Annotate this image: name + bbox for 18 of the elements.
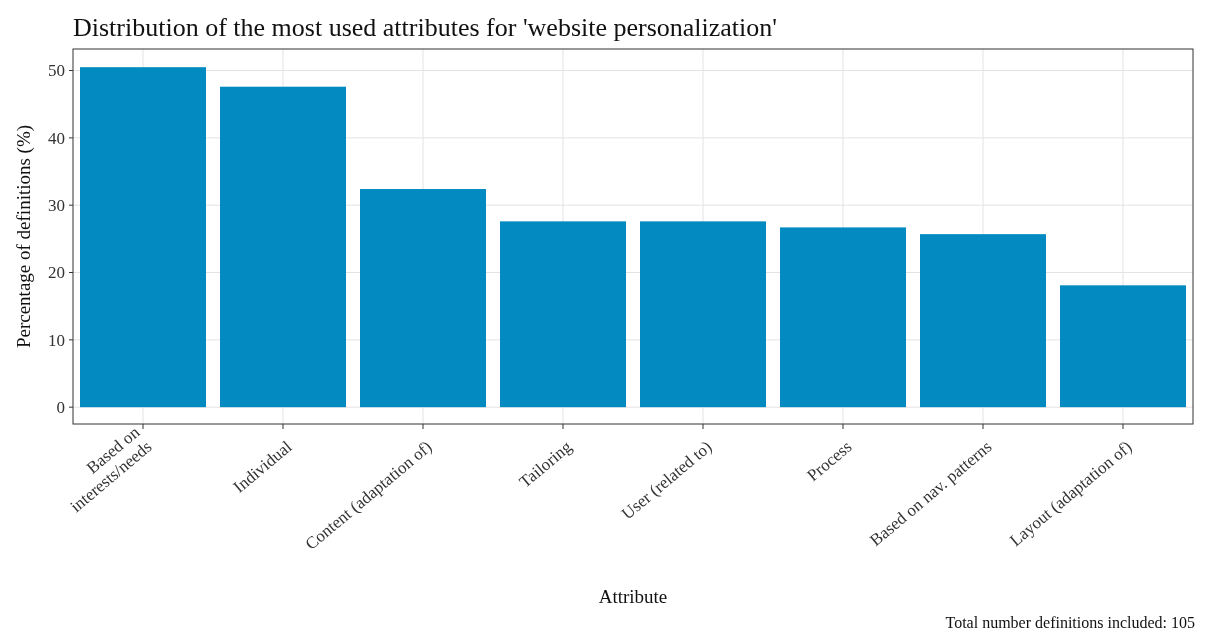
y-tick-label: 0 <box>56 398 65 418</box>
x-axis-title: Attribute <box>598 586 668 607</box>
chart-title: Distribution of the most used attributes for 'website personalization' <box>73 13 778 42</box>
bar <box>500 221 626 408</box>
bar <box>1060 285 1186 408</box>
y-tick-label: 50 <box>48 61 65 81</box>
bar <box>360 189 486 408</box>
y-tick-label: 40 <box>48 128 65 148</box>
y-tick-label: 30 <box>48 196 65 216</box>
y-tick-label: 20 <box>48 263 65 283</box>
bar <box>640 221 766 408</box>
bar <box>780 227 906 408</box>
bar <box>80 67 206 408</box>
y-tick-label: 10 <box>48 330 65 350</box>
y-axis-title: Percentage of definitions (%) <box>13 124 35 349</box>
bar <box>920 234 1046 408</box>
text: Total number definitions included: 105 <box>945 614 1195 631</box>
bar <box>220 86 346 408</box>
